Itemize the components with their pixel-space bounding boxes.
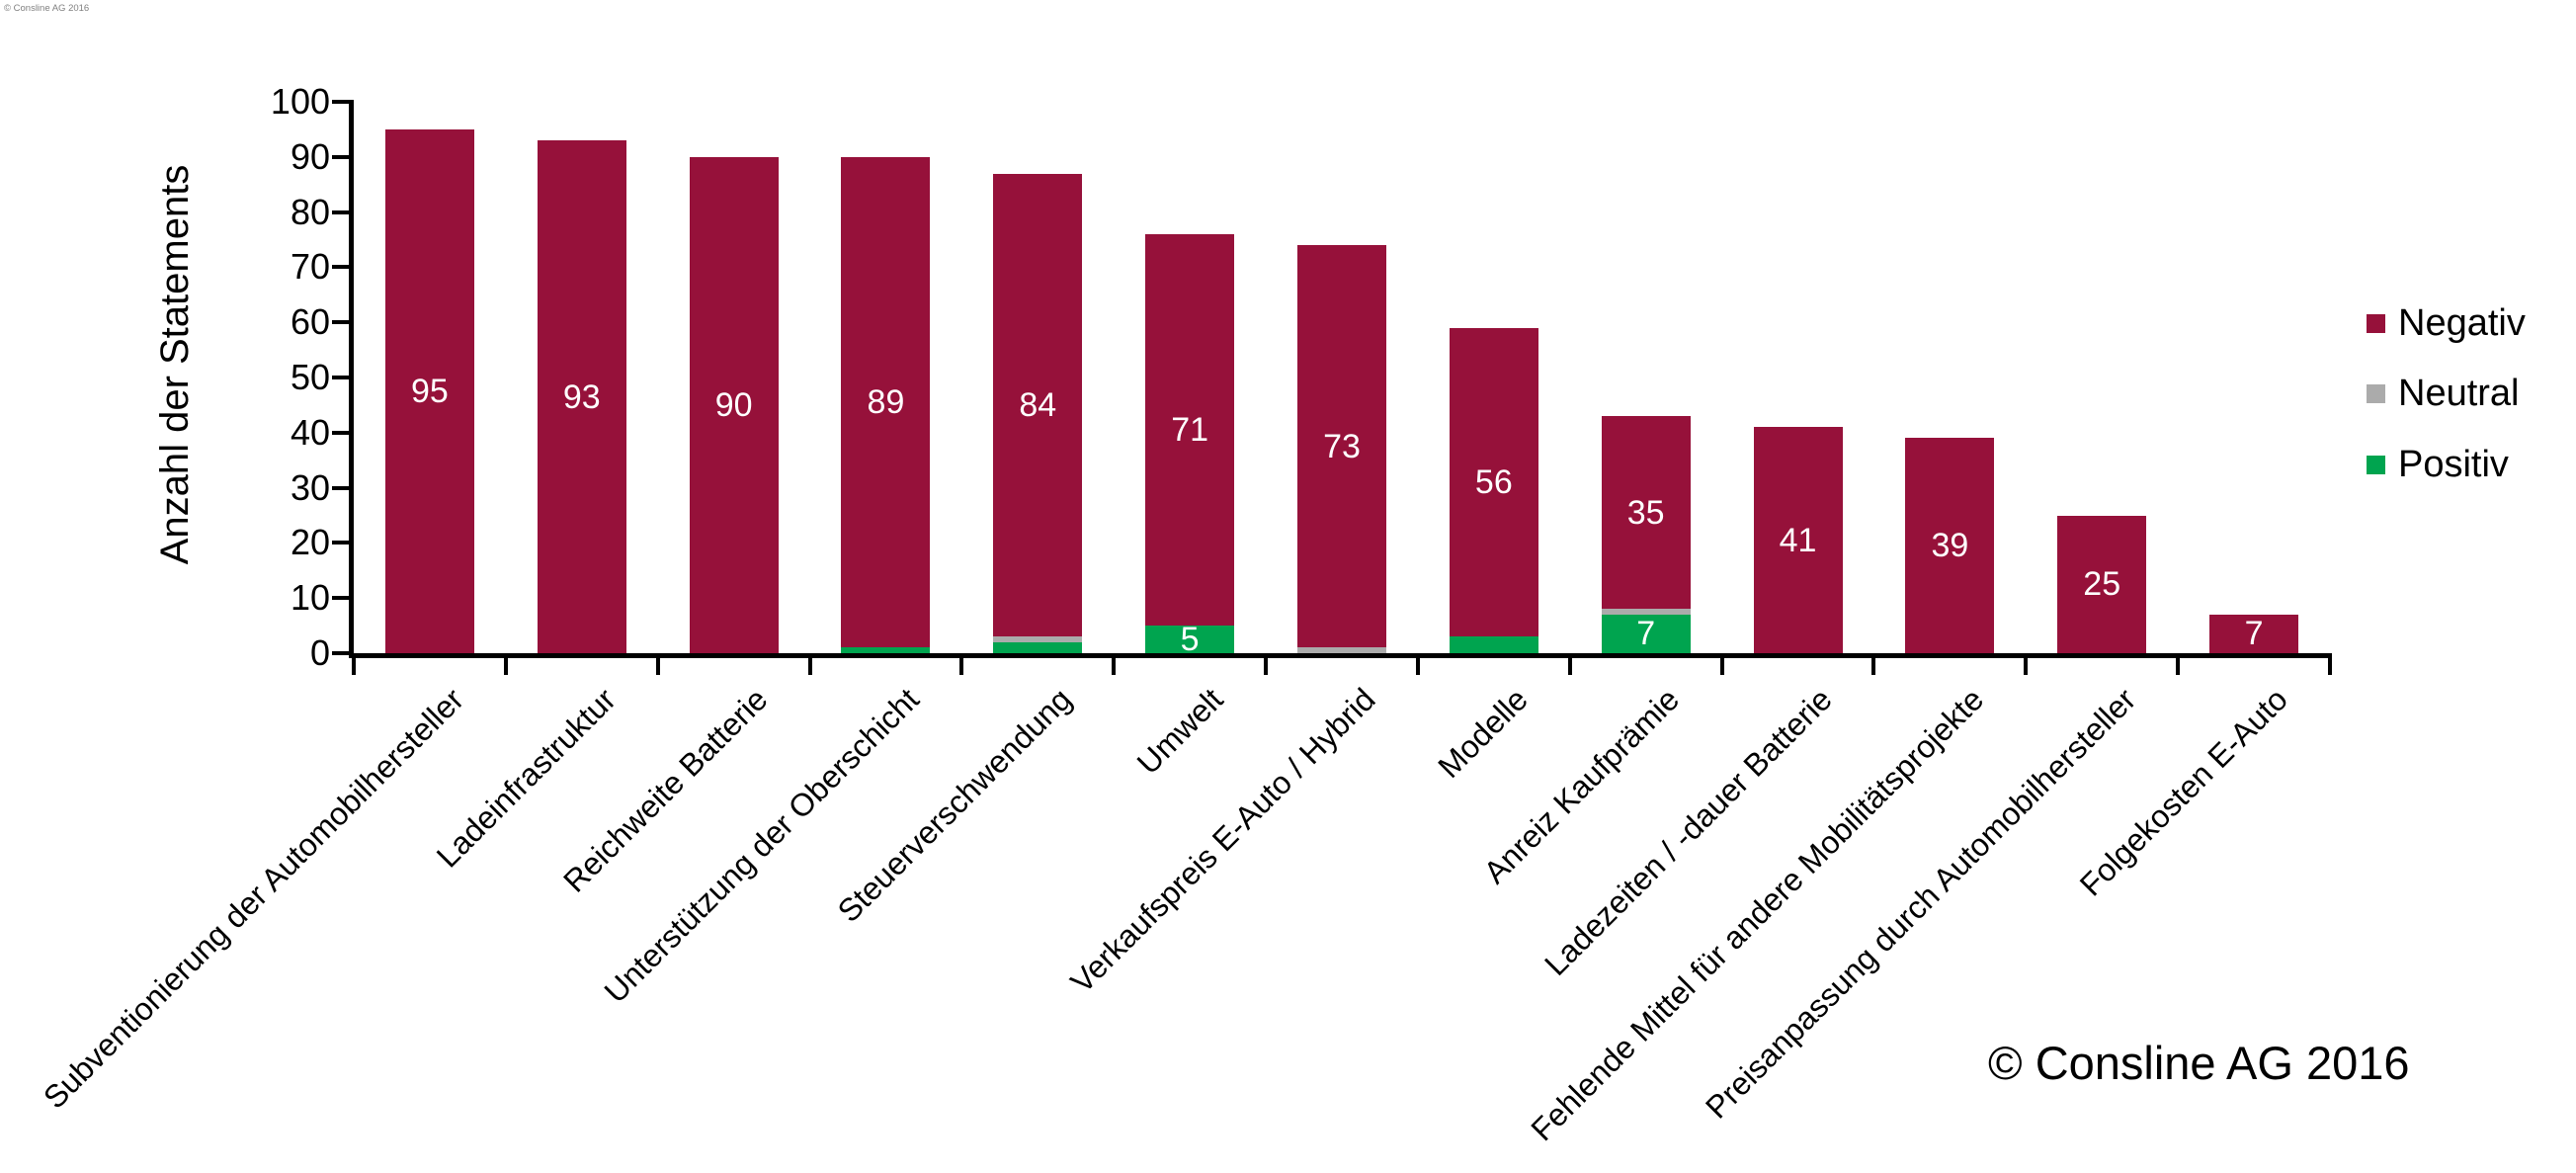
bar-segment-negativ-5 — [993, 173, 1083, 637]
bar-value-label: 93 — [562, 377, 601, 416]
y-tick-label: 10 — [290, 577, 330, 619]
bar-value-label: 7 — [1636, 615, 1656, 653]
category-label: Ladezeiten / -dauer Batterie — [1537, 681, 1839, 983]
bar-value-label: 84 — [1019, 385, 1057, 424]
bar-segment-negativ-11 — [1905, 438, 1995, 653]
x-tick — [2328, 653, 2332, 675]
bar-value-label: 35 — [1626, 493, 1665, 532]
bar-value-label: 56 — [1474, 463, 1513, 502]
bar-segment-negativ-9 — [1601, 416, 1691, 610]
bar-value-label: 41 — [1779, 521, 1817, 559]
bar-segment-positiv-9 — [1601, 614, 1691, 653]
bar-segment-positiv-6 — [1145, 626, 1235, 653]
y-tick-label: 50 — [290, 357, 330, 397]
bar-segment-neutral-5 — [993, 636, 1083, 642]
bar-segment-positiv-4 — [841, 647, 931, 653]
x-tick — [1415, 653, 1420, 675]
bar-segment-negativ-4 — [841, 156, 931, 648]
x-tick — [1567, 653, 1572, 675]
legend-swatch-positiv — [2367, 455, 2385, 474]
bar-segment-negativ-1 — [384, 128, 474, 653]
bar-segment-negativ-8 — [1449, 327, 1538, 637]
x-tick — [959, 653, 964, 675]
y-tick-label: 90 — [290, 135, 330, 177]
bar-value-label: 7 — [2244, 615, 2264, 653]
y-tick-label: 60 — [290, 301, 330, 343]
bar-segment-negativ-6 — [1145, 233, 1235, 627]
legend-swatch-negativ — [2367, 313, 2385, 333]
x-tick — [1871, 653, 1876, 675]
y-tick — [332, 485, 349, 490]
legend-item-negativ: Negativ — [2367, 299, 2526, 347]
bar-value-label: 71 — [1171, 411, 1209, 449]
y-tick-label: 40 — [290, 411, 330, 453]
x-tick — [807, 653, 812, 675]
y-tick — [332, 320, 349, 325]
copyright-label: © Consline AG 2016 — [1988, 1037, 2410, 1089]
legend-label-neutral: Neutral — [2398, 373, 2520, 414]
category-label: Unterstützung der Oberschicht — [598, 681, 927, 1010]
bar-segment-negativ-3 — [689, 156, 779, 653]
category-label: Umwelt — [1130, 681, 1231, 782]
bar-segment-positiv-8 — [1449, 636, 1538, 653]
y-tick — [332, 651, 349, 655]
bar-segment-neutral-9 — [1601, 609, 1691, 615]
y-axis-line — [349, 100, 354, 658]
bar-value-label: 5 — [1180, 621, 1200, 659]
bar-value-label: 90 — [714, 385, 753, 424]
bar-segment-negativ-12 — [2057, 515, 2147, 653]
bar-value-label: 39 — [1931, 527, 1969, 565]
bar-value-label: 73 — [1323, 427, 1361, 465]
bar-segment-neutral-7 — [1297, 647, 1386, 653]
category-label: Modelle — [1431, 681, 1535, 786]
y-tick-label: 100 — [270, 81, 330, 122]
y-tick — [332, 154, 349, 159]
bar-value-label: 95 — [411, 372, 449, 410]
bar-value-label: 89 — [867, 383, 905, 422]
y-tick — [332, 376, 349, 379]
y-tick — [332, 541, 349, 545]
x-tick — [1112, 653, 1117, 675]
x-tick — [503, 653, 508, 675]
x-tick — [2176, 653, 2181, 675]
y-tick-label: 0 — [309, 632, 330, 673]
legend-item-neutral: Neutral — [2367, 371, 2520, 418]
x-tick — [352, 653, 356, 675]
bar-segment-negativ-13 — [2209, 614, 2299, 653]
y-tick — [332, 596, 349, 601]
x-tick — [2024, 653, 2029, 675]
bar-segment-negativ-2 — [537, 140, 626, 653]
x-tick — [1264, 653, 1269, 675]
bar-segment-negativ-7 — [1297, 245, 1386, 648]
x-tick — [1719, 653, 1724, 675]
legend-swatch-neutral — [2367, 384, 2385, 403]
bar-segment-positiv-5 — [993, 641, 1083, 653]
y-tick — [332, 209, 349, 214]
x-axis-line — [349, 653, 2332, 658]
y-tick — [332, 265, 349, 270]
legend-item-positiv: Positiv — [2367, 441, 2509, 488]
y-tick-label: 80 — [290, 191, 330, 232]
watermark-copyright: © Consline AG 2016 — [4, 3, 90, 14]
bar-value-label: 25 — [2083, 565, 2121, 604]
y-tick — [332, 430, 349, 435]
y-tick — [332, 100, 349, 104]
y-tick-label: 70 — [290, 246, 330, 288]
y-tick-label: 30 — [290, 466, 330, 508]
legend-label-positiv: Positiv — [2398, 443, 2509, 485]
x-tick — [655, 653, 660, 675]
legend-label-negativ: Negativ — [2398, 301, 2526, 344]
y-tick-label: 20 — [290, 522, 330, 563]
category-label: Subventionierung der Automobilhersteller — [36, 681, 470, 1116]
category-label: Verkaufspreis E-Auto / Hybrid — [1063, 681, 1382, 1000]
bar-segment-negativ-10 — [1753, 427, 1843, 653]
